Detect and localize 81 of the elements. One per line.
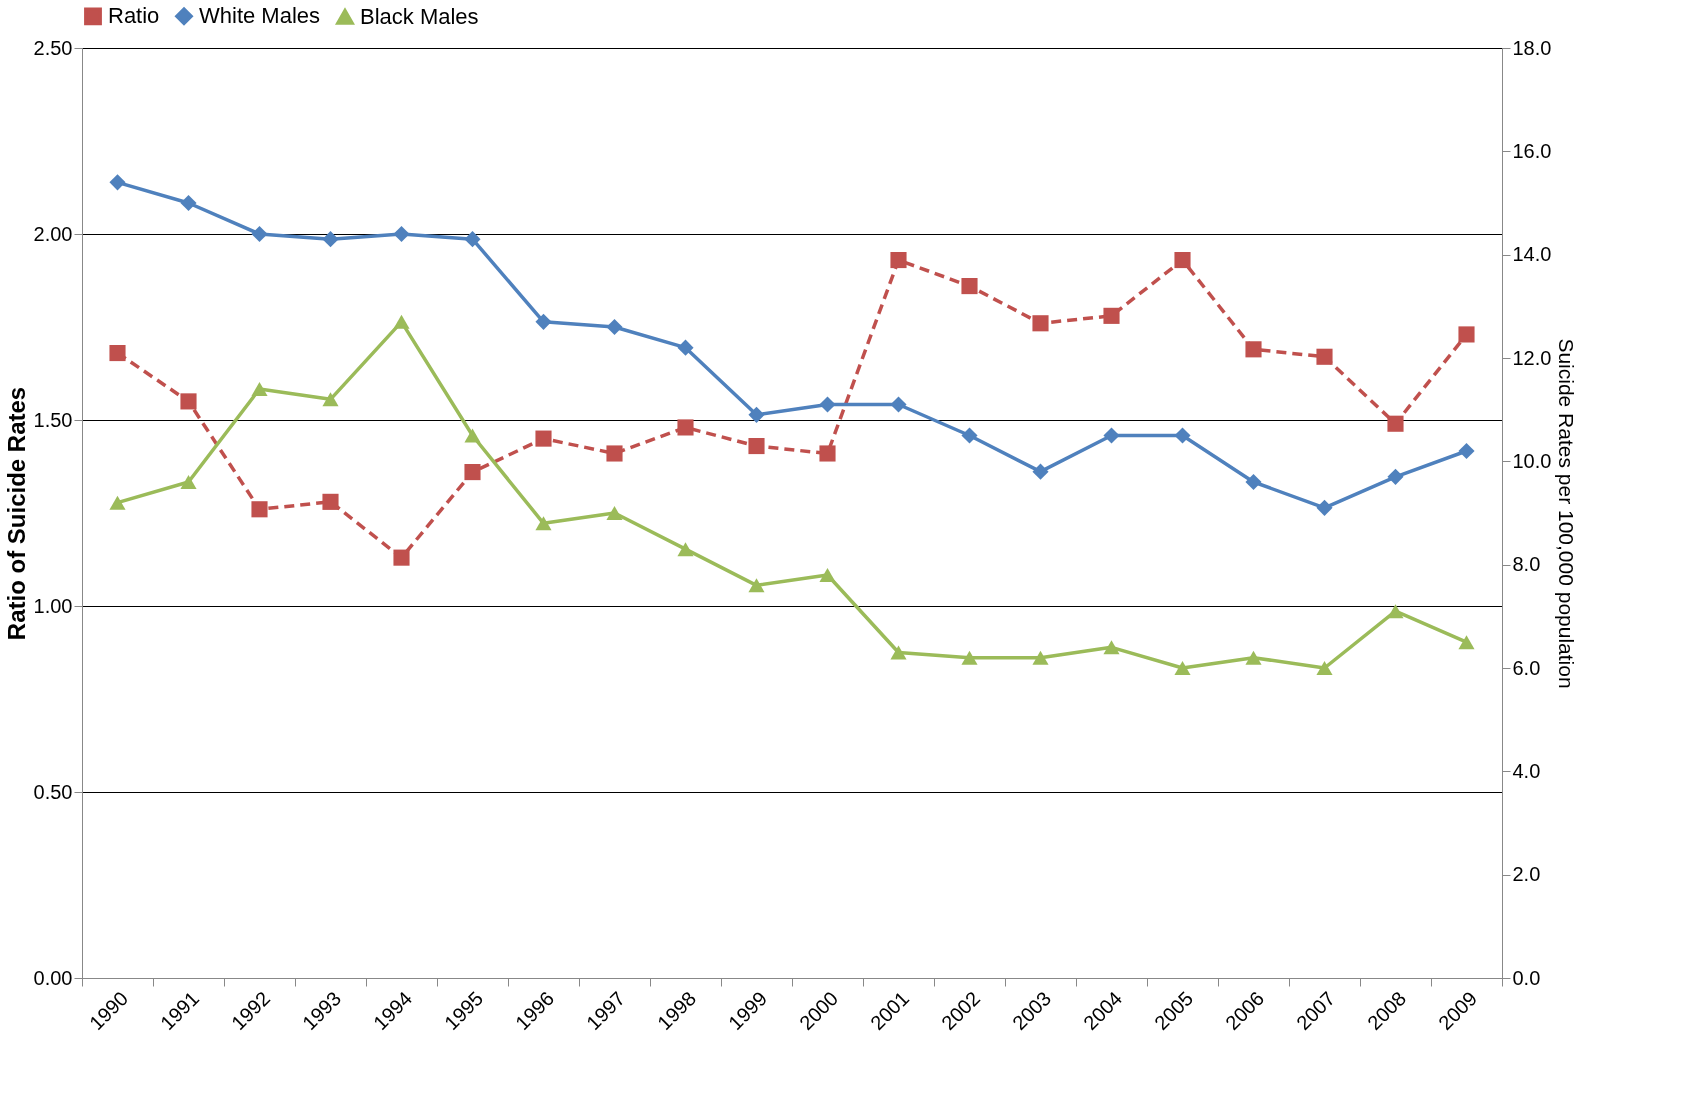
point xyxy=(1174,251,1191,269)
point xyxy=(393,549,410,566)
point xyxy=(819,396,836,413)
y2-tick-label: 10.0 xyxy=(1512,449,1552,472)
point xyxy=(961,427,978,444)
point xyxy=(677,339,694,356)
point xyxy=(1458,326,1475,343)
point xyxy=(393,225,410,243)
point xyxy=(322,392,339,407)
point xyxy=(1174,427,1191,444)
point xyxy=(109,495,126,510)
point xyxy=(1245,341,1262,358)
legend-label: White Males xyxy=(199,3,321,29)
point xyxy=(606,318,623,336)
point xyxy=(1103,427,1120,444)
point xyxy=(1458,635,1475,650)
point xyxy=(322,493,339,510)
point xyxy=(393,314,410,329)
y-tick-label: 2.00 xyxy=(33,222,73,245)
point xyxy=(180,393,197,410)
y2-tick-label: 0.0 xyxy=(1512,966,1541,989)
point xyxy=(1032,650,1049,665)
point xyxy=(606,445,623,462)
point xyxy=(464,428,481,443)
point xyxy=(251,501,268,518)
point xyxy=(535,516,552,531)
point xyxy=(464,464,481,481)
point xyxy=(890,396,907,413)
y-tick-label: 0.00 xyxy=(33,966,73,989)
point xyxy=(1387,415,1404,432)
point xyxy=(819,568,836,582)
point xyxy=(1032,463,1049,480)
y2-tick-label: 18.0 xyxy=(1512,36,1552,59)
point xyxy=(1316,499,1333,516)
point xyxy=(322,231,339,248)
point xyxy=(890,251,907,269)
point xyxy=(1458,442,1475,460)
point xyxy=(748,406,765,423)
point xyxy=(961,650,978,665)
point xyxy=(180,475,197,489)
y2-tick-label: 16.0 xyxy=(1512,139,1552,162)
y2-tick-label: 6.0 xyxy=(1512,656,1541,679)
point xyxy=(109,344,126,362)
legend-label: Black Males xyxy=(360,3,479,29)
point xyxy=(1032,315,1049,332)
point xyxy=(748,578,765,593)
point xyxy=(1245,473,1262,491)
point xyxy=(180,194,197,212)
point xyxy=(1387,468,1404,485)
point xyxy=(748,437,765,455)
y2-tick-label: 8.0 xyxy=(1512,553,1541,576)
point xyxy=(677,542,694,557)
y-tick-label: 1.00 xyxy=(33,594,73,617)
point xyxy=(961,278,978,295)
point xyxy=(1316,348,1333,365)
y-tick-label: 2.50 xyxy=(33,36,73,59)
point xyxy=(1387,604,1404,619)
point xyxy=(109,174,126,191)
point xyxy=(677,419,694,436)
y2-tick-label: 4.0 xyxy=(1512,759,1541,782)
y-tick-label: 0.50 xyxy=(33,780,73,803)
point xyxy=(251,225,268,243)
point xyxy=(606,506,623,520)
y-axis-title: Ratio of Suicide Rates xyxy=(2,386,30,641)
point xyxy=(1316,661,1333,675)
point xyxy=(1103,640,1120,655)
point xyxy=(1174,661,1191,675)
point xyxy=(890,645,907,660)
legend-label: Ratio xyxy=(108,3,160,29)
y-tick-label: 1.50 xyxy=(33,408,73,431)
point xyxy=(535,430,552,447)
y2-axis-title: Suicide Rates per 100,000 population xyxy=(1555,338,1579,689)
y2-tick-label: 12.0 xyxy=(1512,346,1552,369)
point xyxy=(1103,307,1120,324)
point xyxy=(819,445,836,462)
y2-tick-label: 2.0 xyxy=(1512,863,1541,886)
point xyxy=(251,382,268,396)
point xyxy=(464,231,481,248)
y2-tick-label: 14.0 xyxy=(1512,243,1552,266)
point xyxy=(1245,650,1262,665)
point xyxy=(535,313,552,330)
